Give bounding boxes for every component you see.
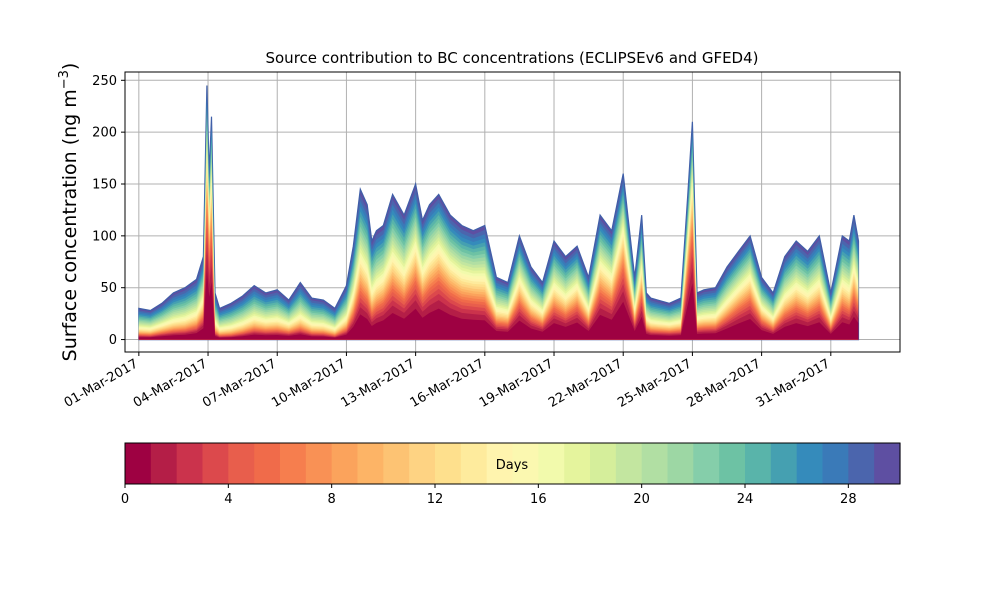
colorbar-segment (383, 443, 410, 484)
colorbar (125, 443, 901, 484)
colorbar-segment (874, 443, 901, 484)
colorbar-axis: 0 4 8 12 16 20 24 28 (121, 484, 857, 507)
colorbar-tick-label: 12 (427, 492, 444, 507)
colorbar-segment (564, 443, 591, 484)
y-tick-label: 200 (92, 126, 117, 141)
colorbar-frame (124, 442, 901, 485)
colorbar-segment (409, 443, 436, 484)
x-tick-label: 07-Mar-2017 (200, 356, 279, 410)
colorbar-segment (538, 443, 565, 484)
x-tick-label: 10-Mar-2017 (269, 356, 348, 410)
colorbar-segment (254, 443, 281, 484)
colorbar-segment (305, 443, 333, 484)
x-tick-label: 16-Mar-2017 (408, 356, 487, 410)
colorbar-tick-label: 4 (224, 492, 232, 507)
colorbar-segment (331, 443, 359, 484)
colorbar-tick-label: 20 (633, 492, 650, 507)
colorbar-tick-label: 16 (530, 492, 547, 507)
colorbar-segment (848, 443, 875, 484)
colorbar-segment (822, 443, 849, 484)
x-tick-label: 04-Mar-2017 (131, 356, 210, 410)
colorbar-segment (512, 443, 539, 484)
colorbar-segment (693, 443, 720, 484)
colorbar-segment (770, 443, 798, 484)
colorbar-label: Days (496, 458, 529, 473)
colorbar-segment (357, 443, 384, 484)
colorbar-segment (176, 443, 204, 484)
x-tick-label: 13-Mar-2017 (338, 356, 417, 410)
colorbar-segment (745, 443, 772, 484)
y-tick-label: 0 (109, 333, 117, 348)
x-tick-label: 01-Mar-2017 (62, 356, 141, 410)
plot-frame (124, 71, 901, 353)
colorbar-segment (280, 443, 307, 484)
colorbar-tick-label: 0 (121, 492, 129, 507)
colorbar-segment (590, 443, 617, 484)
area-band-day-0 (138, 270, 859, 340)
colorbar-segment (228, 443, 255, 484)
colorbar-tick-label: 8 (328, 492, 336, 507)
stacked-area-series (138, 85, 860, 341)
y-axis-label: Surface concentration (ng m−3) (57, 63, 81, 362)
y-tick-label: 50 (100, 281, 117, 296)
colorbar-segment (667, 443, 694, 484)
colorbar-segment (615, 443, 643, 484)
x-tick-label: 28-Mar-2017 (684, 356, 763, 410)
chart-title: Source contribution to BC concentrations… (265, 49, 758, 67)
x-tick-label: 31-Mar-2017 (754, 356, 833, 410)
y-tick-label: 100 (92, 229, 117, 244)
colorbar-segment (641, 443, 669, 484)
colorbar-tick-label: 28 (840, 492, 857, 507)
x-axis: 01-Mar-201704-Mar-201707-Mar-201710-Mar-… (62, 352, 833, 411)
y-axis: 0 50 100 150 200 250 (92, 74, 125, 348)
colorbar-segment (486, 443, 514, 484)
x-tick-label: 22-Mar-2017 (546, 356, 625, 410)
colorbar-segment (435, 443, 462, 484)
x-tick-label: 19-Mar-2017 (477, 356, 556, 410)
colorbar-segment (150, 443, 178, 484)
colorbar-segment (125, 443, 152, 484)
colorbar-segment (202, 443, 229, 484)
colorbar-segment (460, 443, 488, 484)
colorbar-segment (719, 443, 746, 484)
y-tick-label: 250 (92, 74, 117, 89)
colorbar-tick-label: 24 (737, 492, 754, 507)
colorbar-segment (796, 443, 824, 484)
x-tick-label: 25-Mar-2017 (615, 356, 694, 410)
y-tick-label: 150 (92, 178, 117, 193)
